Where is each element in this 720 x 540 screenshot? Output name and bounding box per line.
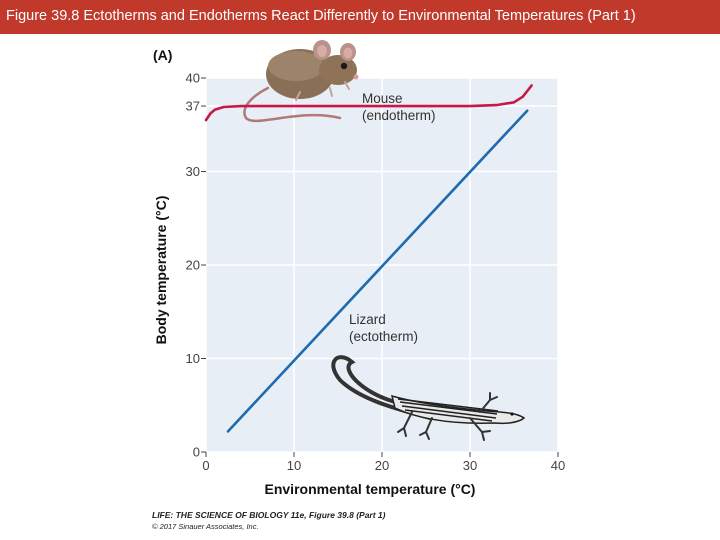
x-tick-label: 20: [375, 458, 389, 473]
panel-label: (A): [153, 47, 172, 63]
lizard-series-sublabel: (ectotherm): [349, 329, 418, 344]
y-tick-label: 40: [186, 71, 200, 86]
y-tick-label: 10: [186, 351, 200, 366]
y-tick-label: 30: [186, 164, 200, 179]
y-tick-label: 0: [193, 445, 200, 460]
y-axis-label: Body temperature (°C): [153, 196, 169, 345]
series-lines: [204, 84, 533, 433]
credit-line-1: LIFE: THE SCIENCE OF BIOLOGY 11e, Figure…: [152, 510, 386, 520]
credit-line-2: © 2017 Sinauer Associates, Inc.: [152, 522, 259, 531]
x-tick-label: 0: [202, 458, 209, 473]
lizard-series-label: Lizard: [349, 312, 386, 327]
lizard-illustration: [331, 355, 526, 441]
y-tick-label: 37: [186, 99, 200, 114]
y-tick-labels: 0 10 20 30 37 40: [186, 71, 206, 460]
x-tick-label: 10: [287, 458, 301, 473]
x-tick-label: 40: [551, 458, 565, 473]
x-axis-label: Environmental temperature (°C): [265, 481, 476, 497]
y-tick-label: 20: [186, 258, 200, 273]
mouse-series-sublabel: (endotherm): [362, 108, 436, 123]
series-labels: Mouse (endotherm) Lizard (ectotherm): [349, 91, 436, 344]
lizard-series-line: [226, 109, 529, 433]
mouse-illustration: [243, 40, 359, 123]
x-tick-label: 30: [463, 458, 477, 473]
mouse-series-line: [204, 84, 533, 122]
figure-title: Figure 39.8 Ectotherms and Endotherms Re…: [6, 8, 636, 24]
mouse-series-label: Mouse: [362, 91, 403, 106]
title-bar: Figure 39.8 Ectotherms and Endotherms Re…: [0, 0, 720, 34]
x-tick-labels: 0 10 20 30 40: [202, 452, 565, 473]
